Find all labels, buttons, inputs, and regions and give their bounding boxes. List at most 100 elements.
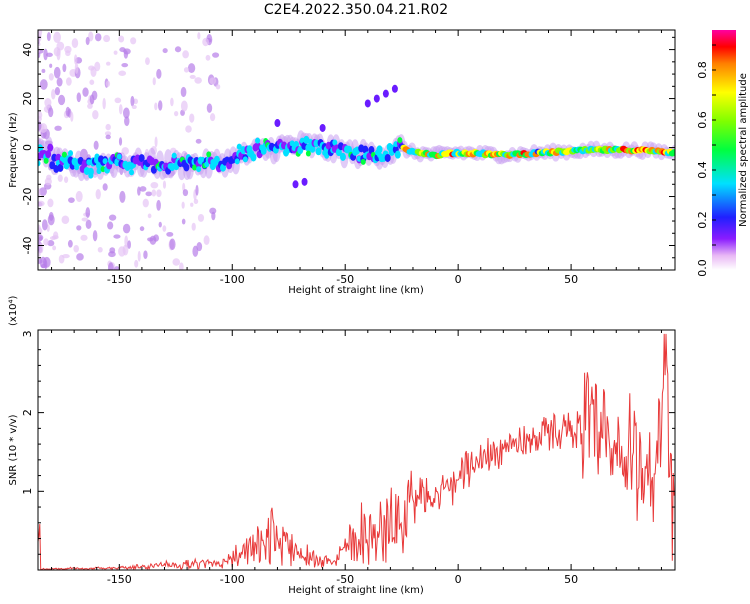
spectrogram-speckle [173, 110, 179, 117]
spectrogram-speckle [38, 187, 41, 199]
spectrogram-speckle [104, 131, 112, 136]
snr-x-tick-label: 0 [455, 573, 462, 586]
colorbar-tick-label: 0.0 [696, 259, 709, 277]
spectrogram-speckle [46, 174, 52, 181]
spectrogram-speckle [122, 107, 130, 119]
spectrogram-signal [47, 143, 54, 152]
spectrogram-y-label: Frequency (Hz) [8, 112, 19, 188]
spectrogram-speckle [118, 246, 126, 257]
spectrogram-speckle [180, 86, 187, 98]
spectrogram-speckle [102, 183, 108, 191]
spectrogram-speckle [118, 137, 123, 146]
spectrogram-signal [670, 149, 675, 156]
spectrogram-speckle [209, 207, 217, 215]
spectrogram-speckle [133, 98, 139, 105]
spectrogram-speckle [156, 189, 162, 198]
spectrogram-signal [394, 150, 401, 159]
spectrogram-speckle [194, 77, 202, 84]
spectrogram-signal [220, 163, 227, 172]
spectrogram-speckle [48, 73, 54, 81]
spectrogram-speckle [92, 230, 98, 242]
spectrogram-feature [364, 99, 371, 108]
spectrogram-speckle [71, 38, 79, 49]
snr-y-tick-label: 3 [21, 330, 34, 337]
spectrogram-speckle [215, 84, 221, 90]
spectrogram-speckle [190, 202, 194, 207]
spectrogram-speckle [118, 70, 127, 76]
spectrogram-speckle [209, 113, 216, 122]
spectrogram-speckle [75, 190, 83, 203]
spectrogram-speckle [137, 250, 141, 262]
spectrogram-y-axis: -40 -20 0 20 40 [21, 36, 675, 259]
spectrogram-speckle [58, 94, 66, 106]
spectrogram-feature [382, 89, 389, 98]
spectrogram-speckle [206, 103, 213, 113]
spectrogram-speckle [183, 67, 190, 73]
spectrogram-speckle [62, 63, 67, 73]
spectrogram-speckle [94, 33, 102, 42]
spectrogram-speckle [90, 66, 97, 77]
spectrogram-signal [171, 152, 177, 159]
spectrogram-speckle [143, 250, 148, 260]
spectrogram-speckle [139, 226, 145, 232]
spectrogram-speckle [114, 266, 120, 270]
spectrogram-speckle [43, 238, 49, 246]
spectrogram-speckle [39, 187, 47, 196]
spectrogram-signal [38, 160, 41, 167]
spectrogram-signal [116, 153, 122, 160]
spectrogram-speckle [134, 259, 139, 268]
spectrogram-speckle [76, 225, 82, 231]
spectrogram-speckle [137, 186, 141, 196]
spectrogram-speckle [39, 256, 47, 269]
spectrogram-speckle [212, 52, 220, 58]
spectrogram-speckle [162, 225, 167, 232]
colorbar-label: Normalized spectral amplitude [738, 73, 749, 227]
spectrogram-speckle [122, 223, 131, 234]
spectrogram-speckle [73, 244, 80, 253]
spectrogram-speckle [189, 113, 195, 123]
snr-y-axis: 1 2 3 [21, 330, 675, 555]
spectrogram-speckle [82, 87, 89, 97]
spectrogram-speckle [154, 136, 158, 148]
spectrogram-speckle [47, 240, 55, 247]
spectrogram-speckle [87, 103, 93, 109]
spectrogram-speckle [151, 189, 157, 197]
spectrogram-signal [234, 158, 240, 165]
spectrogram-signal [192, 164, 198, 171]
spectrogram-speckle [68, 197, 75, 204]
spectrogram-signal [45, 150, 52, 159]
spectrogram-speckle [202, 37, 209, 47]
spectrogram-speckle [193, 198, 199, 204]
spectrogram-signal [138, 154, 145, 163]
spectrogram-speckle [76, 92, 82, 103]
snr-x-tick-label: -50 [336, 573, 354, 586]
spectrogram-speckle [108, 251, 116, 258]
spectrogram-speckle [145, 191, 153, 197]
colorbar-gradient [712, 30, 736, 270]
spectrogram-speckle [52, 245, 57, 251]
spectrogram-speckle [192, 245, 199, 257]
spectrogram-speckle [124, 116, 130, 127]
spectrogram-signal [96, 168, 102, 175]
snr-plot-area [38, 330, 675, 570]
spectrogram-signal [324, 152, 330, 159]
spectrogram-speckle [158, 100, 163, 111]
spectrogram-x-tick-label: -50 [336, 273, 354, 286]
spectrogram-feature [274, 119, 281, 128]
chart-title: C2E4.2022.350.04.21.R02 [264, 2, 448, 18]
spectrogram-speckle [70, 111, 74, 122]
spectrogram-signal [68, 150, 74, 157]
snr-x-axis: -150 -100 -50 0 50 [51, 330, 662, 586]
spectrogram-speckle [54, 125, 62, 131]
spectrogram-signal [213, 155, 220, 164]
spectrogram-y-tick-label: 0 [21, 144, 34, 151]
spectrogram-speckle [152, 77, 156, 86]
spectrogram-speckle [147, 237, 154, 242]
spectrogram-speckle [92, 110, 99, 120]
spectrogram-speckle [46, 31, 51, 42]
spectrogram-y-tick-label: 40 [21, 43, 34, 57]
spectrogram-speckle [158, 221, 162, 228]
spectrogram-speckle [209, 77, 217, 85]
spectrogram-signal [305, 150, 311, 157]
spectrogram-speckle [124, 235, 129, 248]
